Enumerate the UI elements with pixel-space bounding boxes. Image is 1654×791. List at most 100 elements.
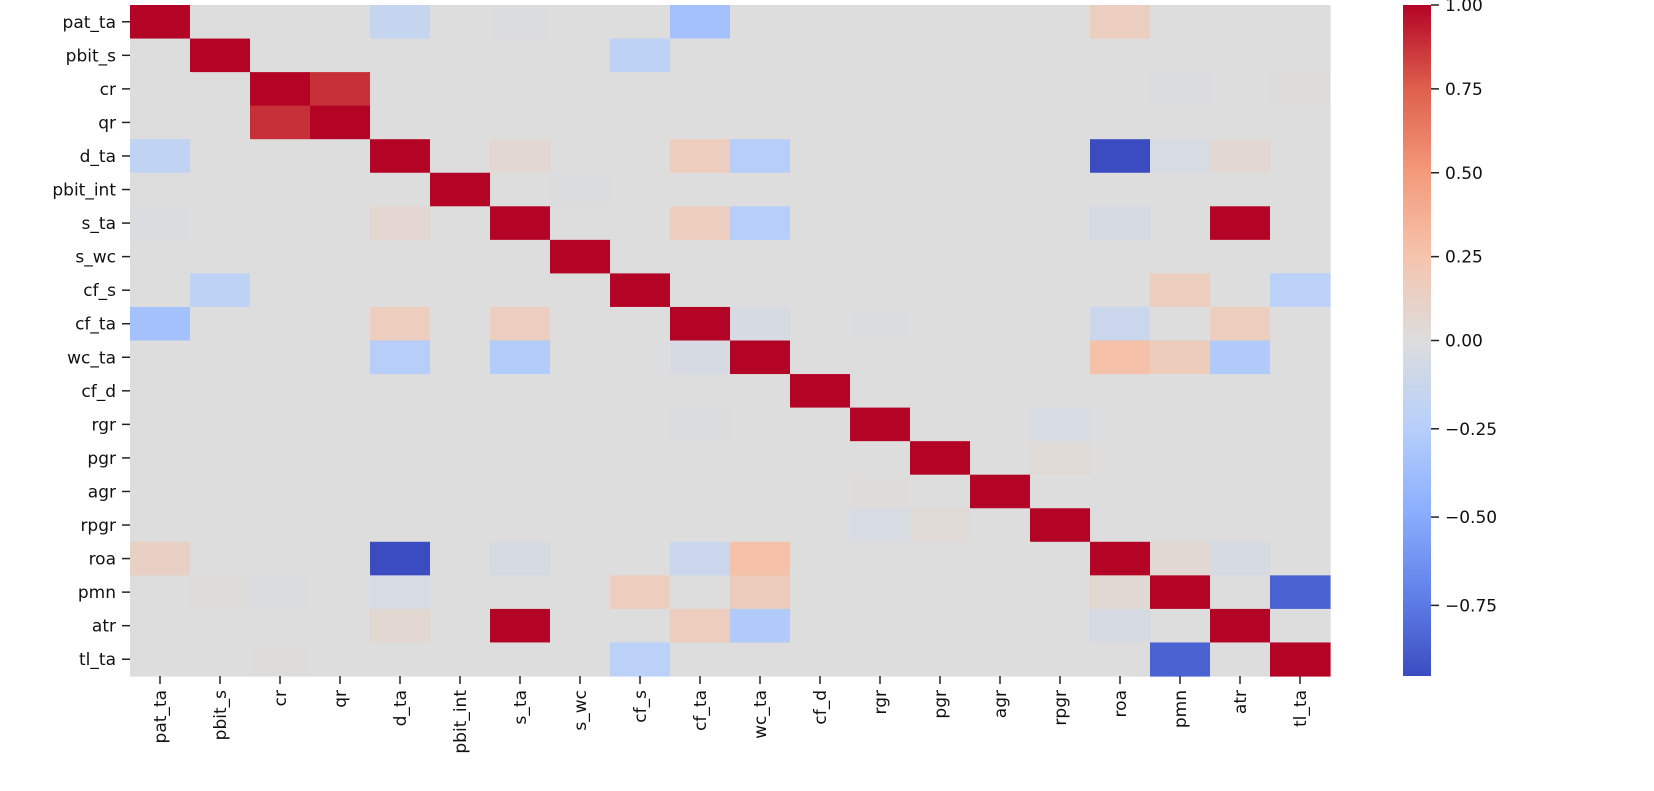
heatmap-cell-tl_ta-atr — [1210, 642, 1271, 677]
heatmap-cell-agr-wc_ta — [730, 474, 791, 509]
heatmap-cell-pbit_int-qr — [310, 172, 371, 207]
x-tick-label: wc_ta — [751, 690, 771, 739]
heatmap-cell-s_wc-roa — [1090, 239, 1151, 274]
heatmap-cell-s_ta-wc_ta — [730, 206, 791, 241]
heatmap-cell-cr-rpgr — [1030, 72, 1091, 107]
heatmap-cell-pat_ta-cr — [250, 5, 311, 40]
heatmap-cell-d_ta-atr — [1210, 139, 1271, 174]
heatmap-cell-roa-wc_ta — [730, 541, 791, 576]
heatmap-cell-pgr-pgr — [910, 441, 971, 476]
y-tick-label: roa — [89, 550, 116, 570]
heatmap-cell-cr-roa — [1090, 72, 1151, 107]
heatmap-cell-cr-wc_ta — [730, 72, 791, 107]
heatmap-cell-roa-s_wc — [550, 541, 611, 576]
heatmap-cell-pmn-tl_ta — [1270, 575, 1331, 610]
y-tick-label: rpgr — [80, 516, 116, 536]
heatmap-cell-pbit_s-cf_d — [790, 38, 851, 73]
x-tick-label: cf_d — [811, 690, 831, 725]
heatmap-cell-cr-agr — [970, 72, 1031, 107]
heatmap-cell-atr-pat_ta — [130, 608, 191, 644]
heatmap-cell-cf_s-roa — [1090, 273, 1151, 308]
heatmap-cell-d_ta-pmn — [1150, 139, 1211, 174]
heatmap-cell-agr-qr — [310, 474, 371, 509]
heatmap-cell-s_wc-wc_ta — [730, 239, 791, 274]
heatmap-cell-pbit_int-cr — [250, 172, 311, 207]
heatmap-cell-rgr-roa — [1090, 407, 1151, 442]
y-tick-label: agr — [88, 482, 116, 502]
heatmap-cell-rpgr-s_wc — [550, 508, 611, 543]
heatmap-cell-qr-pbit_int — [430, 105, 491, 140]
colorbar-tick-label: −0.75 — [1445, 596, 1497, 616]
heatmap-cell-cf_d-s_ta — [490, 374, 551, 409]
heatmap-cell-agr-pbit_s — [190, 474, 251, 509]
heatmap-cell-atr-cf_ta — [670, 608, 731, 644]
heatmap-cell-atr-wc_ta — [730, 608, 791, 644]
heatmap-cell-rpgr-s_ta — [490, 508, 551, 543]
heatmap-cell-qr-cf_ta — [670, 105, 731, 140]
heatmap-cell-pbit_int-agr — [970, 172, 1031, 207]
heatmap-cell-agr-pgr — [910, 474, 971, 509]
heatmap-cell-qr-tl_ta — [1270, 105, 1331, 140]
heatmap-cell-pmn-pbit_s — [190, 575, 251, 610]
heatmap-cell-pbit_int-pmn — [1150, 172, 1211, 207]
heatmap-cell-cf_s-cf_d — [790, 273, 851, 308]
heatmap-cell-pmn-cf_s — [610, 575, 671, 610]
heatmap-cell-rpgr-cf_ta — [670, 508, 731, 543]
heatmap-cell-pbit_s-s_ta — [490, 38, 551, 73]
heatmap-cell-s_wc-qr — [310, 239, 371, 274]
heatmap-cell-s_wc-s_ta — [490, 239, 551, 274]
heatmap-cell-pmn-agr — [970, 575, 1031, 610]
heatmap-cell-d_ta-qr — [310, 139, 371, 174]
heatmap-cell-cf_ta-pbit_int — [430, 306, 491, 342]
heatmap-cell-d_ta-cf_d — [790, 139, 851, 174]
heatmap-cell-cf_d-tl_ta — [1270, 374, 1331, 409]
heatmap-cell-rpgr-atr — [1210, 508, 1271, 543]
heatmap-cell-tl_ta-cf_s — [610, 642, 671, 677]
heatmap-cell-pgr-cf_s — [610, 441, 671, 476]
heatmap-cell-wc_ta-agr — [970, 340, 1031, 375]
heatmap-cell-s_wc-pat_ta — [130, 239, 191, 274]
heatmap-cell-d_ta-cf_s — [610, 139, 671, 174]
heatmap-cell-pbit_int-wc_ta — [730, 172, 791, 207]
heatmap-cell-roa-roa — [1090, 541, 1151, 576]
heatmap-cell-cf_d-d_ta — [370, 374, 431, 409]
heatmap-cell-cf_d-rpgr — [1030, 374, 1091, 409]
heatmap-cell-cf_ta-tl_ta — [1270, 306, 1331, 342]
heatmap-cell-pgr-agr — [970, 441, 1031, 476]
y-tick-labels: pat_ta pbit_scr qr d_ta pbit_int s_ta s_wc cf_s… — [52, 13, 130, 670]
heatmap-cell-cf_d-rgr — [850, 374, 911, 409]
heatmap-cell-rgr-s_ta — [490, 407, 551, 442]
heatmap-cell-rgr-s_wc — [550, 407, 611, 442]
heatmap-cell-d_ta-pat_ta — [130, 139, 191, 174]
heatmap-cell-pgr-atr — [1210, 441, 1271, 476]
heatmap-cell-d_ta-wc_ta — [730, 139, 791, 174]
heatmap-cell-qr-rpgr — [1030, 105, 1091, 140]
heatmap-cell-pgr-pbit_s — [190, 441, 251, 476]
y-tick-label: pgr — [87, 449, 116, 469]
heatmap-cell-agr-rgr — [850, 474, 911, 509]
heatmap-cell-s_wc-agr — [970, 239, 1031, 274]
heatmap-cell-cf_d-wc_ta — [730, 374, 791, 409]
x-tick-label: cf_ta — [691, 690, 711, 731]
heatmap-cell-cf_d-atr — [1210, 374, 1271, 409]
heatmap-cell-d_ta-roa — [1090, 139, 1151, 174]
heatmap-cell-pbit_int-pat_ta — [130, 172, 191, 207]
heatmap-cell-agr-cr — [250, 474, 311, 509]
heatmap-cell-wc_ta-cr — [250, 340, 311, 375]
heatmap-cell-d_ta-pbit_int — [430, 139, 491, 174]
heatmap-cell-pat_ta-agr — [970, 5, 1031, 40]
heatmap-cell-s_wc-cf_d — [790, 239, 851, 274]
heatmap-cell-rgr-pmn — [1150, 407, 1211, 442]
heatmap-cell-s_wc-pmn — [1150, 239, 1211, 274]
heatmap-cell-pat_ta-wc_ta — [730, 5, 791, 40]
heatmap-cell-pgr-s_wc — [550, 441, 611, 476]
heatmap-cell-cf_s-atr — [1210, 273, 1271, 308]
heatmap-cell-s_ta-cf_s — [610, 206, 671, 241]
heatmap-cell-tl_ta-pat_ta — [130, 642, 191, 677]
x-tick-label: rgr — [871, 690, 891, 714]
heatmap-cell-cr-s_ta — [490, 72, 551, 107]
heatmap-cell-agr-d_ta — [370, 474, 431, 509]
heatmap-cell-roa-pmn — [1150, 541, 1211, 576]
colorbar-tick-label: −0.25 — [1445, 420, 1497, 440]
heatmap-cell-tl_ta-cr — [250, 642, 311, 677]
